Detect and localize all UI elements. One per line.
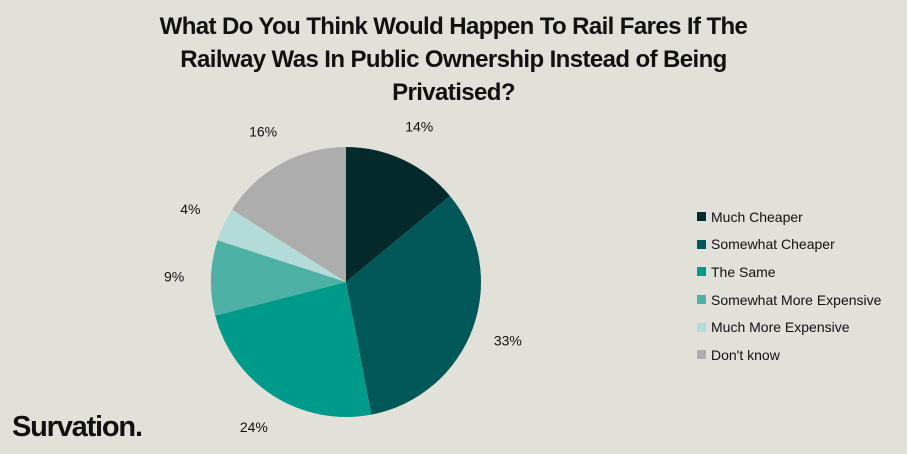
legend-swatch bbox=[697, 350, 706, 360]
legend-label: The Same bbox=[711, 263, 776, 280]
legend-item-somewhat-more-expensive: Somewhat More Expensive bbox=[697, 286, 881, 314]
legend-label: Much More Expensive bbox=[711, 319, 850, 336]
legend-label: Much Cheaper bbox=[711, 208, 803, 225]
data-label-somewhat-cheaper: 33% bbox=[494, 332, 522, 348]
survation-logo: Survation. bbox=[12, 411, 143, 443]
legend-swatch bbox=[697, 322, 706, 332]
legend-swatch bbox=[697, 267, 706, 277]
pie-slice-much-more-expensive bbox=[217, 209, 346, 282]
chart-title: What Do You Think Would Happen To Rail F… bbox=[0, 10, 907, 109]
pie-slice-much-cheaper bbox=[346, 147, 451, 282]
chart-legend: Much Cheaper Somewhat Cheaper The Same Some… bbox=[697, 203, 881, 369]
legend-swatch bbox=[697, 239, 706, 249]
legend-item-don-t-know: Don't know bbox=[697, 341, 881, 369]
pie-slice-the-same bbox=[215, 282, 372, 417]
legend-item-much-more-expensive: Much More Expensive bbox=[697, 313, 881, 341]
chart-title-line-2: Railway Was In Public Ownership Instead … bbox=[180, 46, 727, 73]
legend-swatch bbox=[697, 295, 706, 305]
legend-item-much-cheaper: Much Cheaper bbox=[697, 203, 881, 231]
pie-slice-don-t-know bbox=[232, 147, 346, 282]
legend-item-the-same: The Same bbox=[697, 258, 881, 286]
legend-label: Don't know bbox=[711, 346, 780, 363]
data-label-the-same: 24% bbox=[240, 419, 268, 435]
data-label-somewhat-more-expensive: 9% bbox=[164, 269, 184, 285]
data-label-don-t-know: 16% bbox=[249, 123, 277, 139]
legend-swatch bbox=[697, 212, 706, 222]
pie-slice-somewhat-more-expensive bbox=[211, 240, 346, 316]
data-label-much-more-expensive: 4% bbox=[180, 201, 200, 217]
pie-slice-somewhat-cheaper bbox=[346, 195, 481, 415]
legend-label: Somewhat More Expensive bbox=[711, 291, 882, 308]
legend-label: Somewhat Cheaper bbox=[711, 236, 835, 253]
chart-title-line-1: What Do You Think Would Happen To Rail F… bbox=[159, 13, 748, 40]
chart-title-line-3: Privatised? bbox=[392, 79, 515, 106]
data-label-much-cheaper: 14% bbox=[405, 118, 433, 134]
legend-item-somewhat-cheaper: Somewhat Cheaper bbox=[697, 231, 881, 259]
